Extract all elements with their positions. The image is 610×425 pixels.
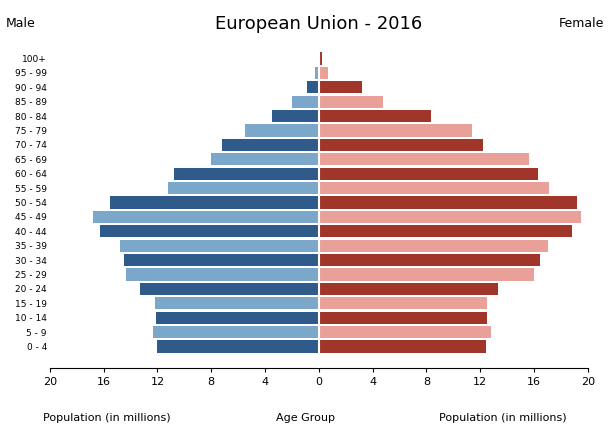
Text: Age Group: Age Group [276,413,334,423]
Bar [126,268,319,280]
Bar [156,312,319,324]
Bar [307,81,319,94]
Bar [157,340,319,353]
Bar [319,312,487,324]
Bar [99,225,319,238]
Bar [319,67,328,79]
Bar [319,283,498,295]
Bar [318,52,319,65]
Bar [319,268,534,280]
Bar [319,225,572,238]
Bar [168,182,319,194]
Bar [319,326,491,338]
Bar [319,81,362,94]
Bar [245,125,319,136]
Bar [174,167,319,180]
Bar [222,139,319,151]
Bar [153,326,319,338]
Text: Female: Female [559,17,604,30]
Bar [319,254,539,266]
Bar [319,297,487,309]
Bar [120,240,319,252]
Bar [155,297,319,309]
Bar [124,254,319,266]
Bar [292,96,319,108]
Bar [319,182,549,194]
Bar [110,196,319,209]
Bar [93,211,319,223]
Text: Population (in millions): Population (in millions) [43,413,171,423]
Bar [319,52,321,65]
Bar [319,110,431,122]
Bar [211,153,319,165]
Title: European Union - 2016: European Union - 2016 [215,15,423,33]
Bar [319,340,486,353]
Bar [319,240,548,252]
Bar [319,167,538,180]
Bar [319,211,581,223]
Bar [319,125,472,136]
Bar [319,96,384,108]
Text: Population (in millions): Population (in millions) [439,413,567,423]
Bar [319,196,577,209]
Bar [140,283,319,295]
Bar [319,153,529,165]
Bar [315,67,319,79]
Bar [272,110,319,122]
Bar [319,139,483,151]
Text: Male: Male [6,17,36,30]
